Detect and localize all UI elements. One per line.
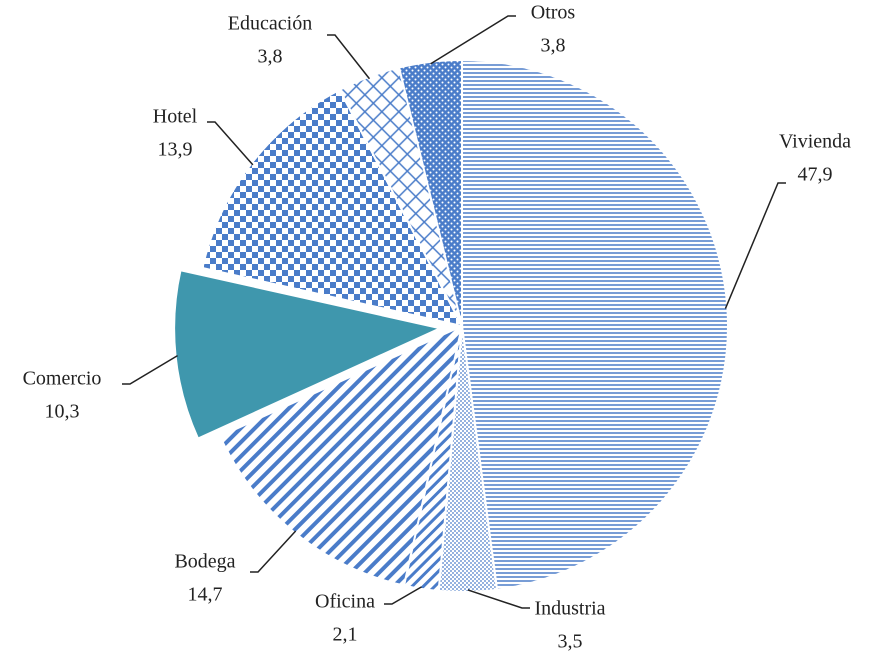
slice-value: 47,9	[798, 164, 833, 186]
slice-label: Hotel	[153, 106, 198, 128]
slice-value: 3,8	[258, 46, 283, 68]
slice-label: Vivienda	[779, 131, 851, 153]
leader-line	[724, 182, 786, 309]
slice-value: 2,1	[333, 624, 358, 646]
pie-slice	[397, 58, 463, 327]
leader-line	[384, 586, 422, 605]
leader-line	[122, 354, 178, 385]
slice-label: Oficina	[315, 591, 375, 613]
leader-line	[250, 530, 297, 573]
slice-label: Otros	[531, 2, 576, 24]
slice-value: 14,7	[188, 584, 223, 606]
slice-label: Industria	[534, 598, 605, 620]
slice-label: Comercio	[23, 368, 102, 390]
slice-label: Bodega	[174, 551, 235, 573]
slice-value: 3,5	[558, 631, 583, 653]
pie-slice	[461, 58, 729, 591]
pie-slice	[173, 269, 444, 440]
leader-line	[327, 34, 371, 80]
slice-value: 3,8	[541, 35, 566, 57]
leader-line	[207, 121, 254, 166]
slice-value: 10,3	[45, 401, 80, 423]
leader-line	[467, 589, 530, 609]
slice-value: 13,9	[158, 139, 193, 161]
leader-line	[430, 15, 516, 65]
slice-label: Educación	[228, 13, 312, 35]
